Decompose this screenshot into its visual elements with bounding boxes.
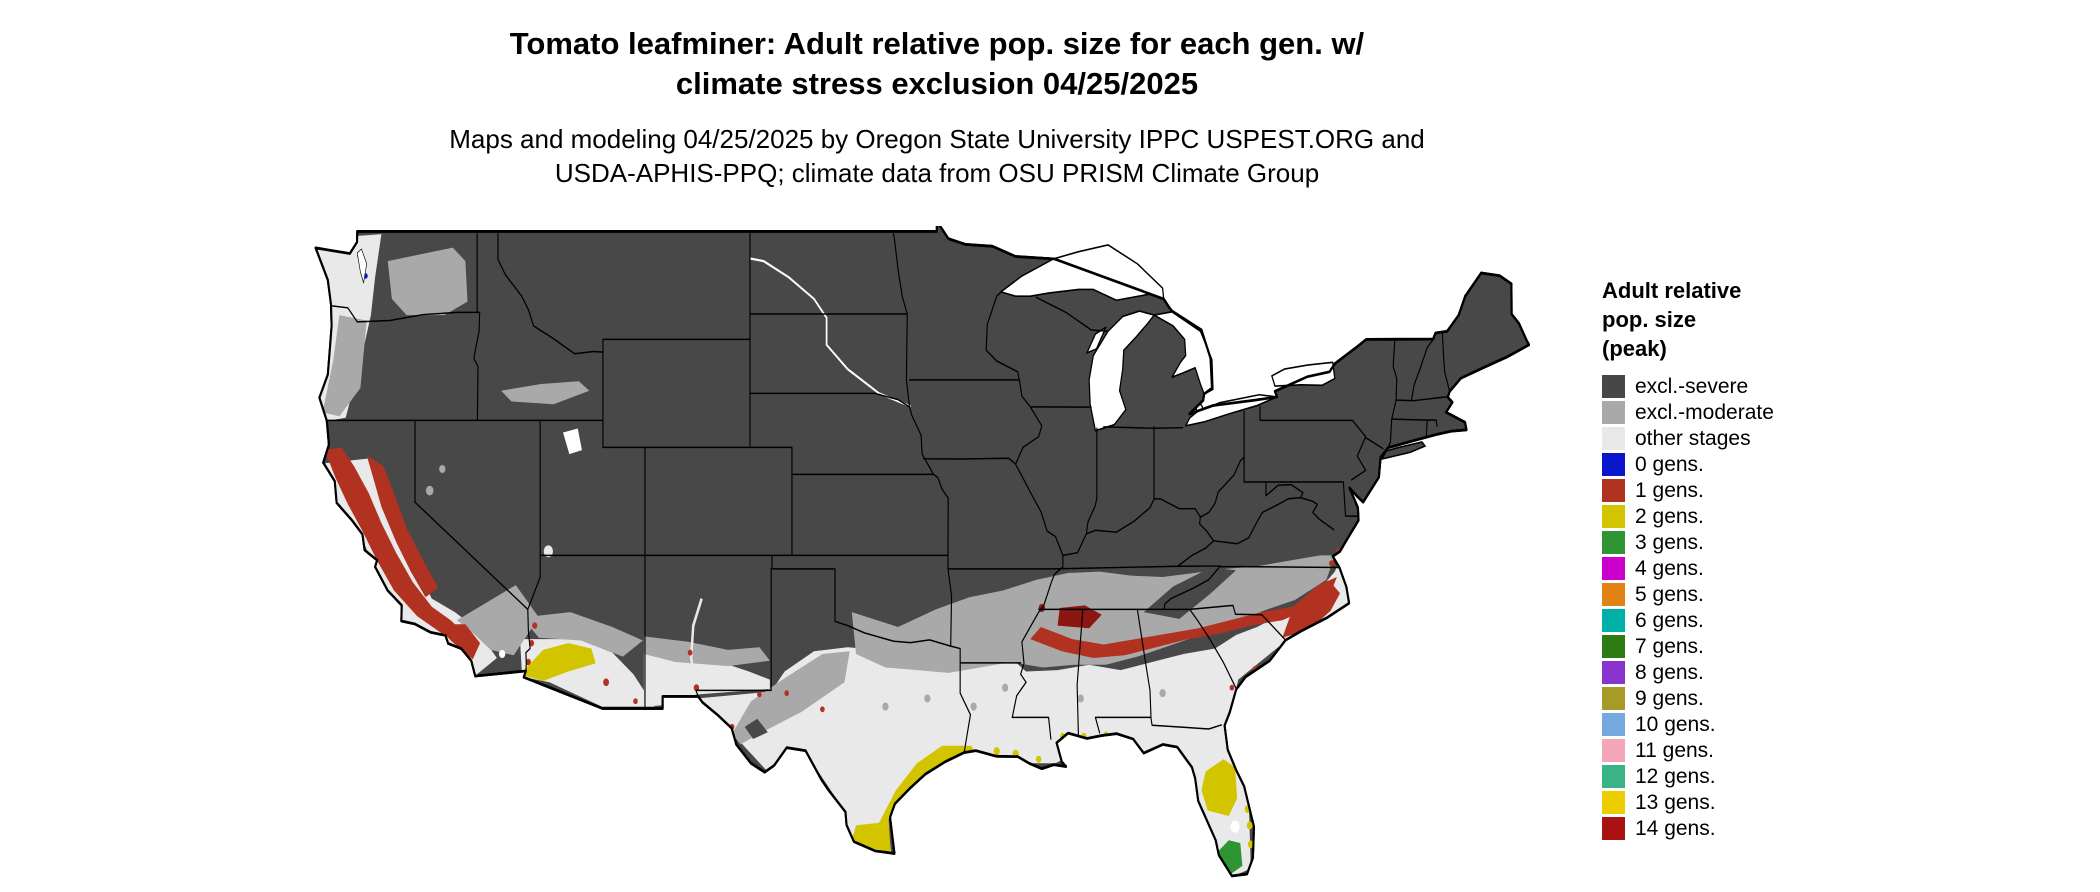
legend-swatch xyxy=(1602,764,1625,788)
legend-swatch xyxy=(1602,426,1625,450)
lake-ontario xyxy=(1271,361,1336,387)
legend-swatch xyxy=(1602,738,1625,762)
legend-item: 13 gens. xyxy=(1602,789,1862,815)
legend-item: other stages xyxy=(1602,425,1862,451)
legend-item: 12 gens. xyxy=(1602,763,1862,789)
legend-swatch xyxy=(1602,400,1625,424)
legend-label: 8 gens. xyxy=(1635,660,1704,684)
legend-swatch xyxy=(1602,582,1625,606)
subtitle-line: Maps and modeling 04/25/2025 by Oregon S… xyxy=(449,124,1425,154)
lake-michigan xyxy=(1088,310,1155,432)
legend-swatch xyxy=(1602,634,1625,658)
legend-label: 12 gens. xyxy=(1635,764,1716,788)
legend-swatch xyxy=(1602,686,1625,710)
legend-label: 5 gens. xyxy=(1635,582,1704,606)
legend: Adult relative pop. size (peak) excl.-se… xyxy=(1602,276,1862,841)
legend-swatch xyxy=(1602,374,1625,398)
title-line: Tomato leafminer: Adult relative pop. si… xyxy=(509,26,1365,61)
legend-label: 3 gens. xyxy=(1635,530,1704,554)
legend-item: 9 gens. xyxy=(1602,685,1862,711)
legend-item: 7 gens. xyxy=(1602,633,1862,659)
subtitle-line: USDA-APHIS-PPQ; climate data from OSU PR… xyxy=(554,158,1320,188)
us-map-svg xyxy=(314,219,1531,878)
legend-swatch xyxy=(1602,816,1625,840)
legend-item: excl.-moderate xyxy=(1602,399,1862,425)
us-map xyxy=(310,219,1531,886)
page-subtitle: Maps and modeling 04/25/2025 by Oregon S… xyxy=(0,122,1874,190)
state-borders xyxy=(326,230,1451,754)
legend-item: 4 gens. xyxy=(1602,555,1862,581)
title-line: climate stress exclusion 04/25/2025 xyxy=(675,66,1199,101)
legend-swatch xyxy=(1602,608,1625,632)
legend-title-line: pop. size xyxy=(1602,307,1697,332)
green-bay xyxy=(1086,326,1107,354)
legend-label: 1 gens. xyxy=(1635,478,1704,502)
legend-title-line: Adult relative xyxy=(1602,278,1742,303)
legend-swatch xyxy=(1602,556,1625,580)
legend-label: excl.-severe xyxy=(1635,374,1749,398)
legend-label: 9 gens. xyxy=(1635,686,1704,710)
lake-erie xyxy=(1185,393,1278,427)
legend-item: 0 gens. xyxy=(1602,451,1862,477)
legend-swatch xyxy=(1602,452,1625,476)
legend-item: 14 gens. xyxy=(1602,815,1862,841)
great-lakes xyxy=(1000,244,1336,432)
legend-swatch xyxy=(1602,478,1625,502)
legend-title: Adult relative pop. size (peak) xyxy=(1602,276,1862,363)
page-title: Tomato leafminer: Adult relative pop. si… xyxy=(0,24,1874,104)
legend-label: 13 gens. xyxy=(1635,790,1716,814)
legend-label: 4 gens. xyxy=(1635,556,1704,580)
legend-label: 0 gens. xyxy=(1635,452,1704,476)
legend-label: 10 gens. xyxy=(1635,712,1716,736)
us-outline xyxy=(314,219,1531,878)
legend-item: 11 gens. xyxy=(1602,737,1862,763)
legend-swatch xyxy=(1602,660,1625,684)
legend-label: other stages xyxy=(1635,426,1751,450)
legend-item: 1 gens. xyxy=(1602,477,1862,503)
legend-item: 3 gens. xyxy=(1602,529,1862,555)
legend-swatch xyxy=(1602,712,1625,736)
legend-swatch xyxy=(1602,530,1625,554)
legend-label: 7 gens. xyxy=(1635,634,1704,658)
legend-title-line: (peak) xyxy=(1602,336,1667,361)
legend-label: 11 gens. xyxy=(1635,738,1715,762)
legend-item: 5 gens. xyxy=(1602,581,1862,607)
legend-label: 14 gens. xyxy=(1635,816,1716,840)
legend-label: 2 gens. xyxy=(1635,504,1704,528)
legend-item: 2 gens. xyxy=(1602,503,1862,529)
legend-item: 8 gens. xyxy=(1602,659,1862,685)
legend-label: excl.-moderate xyxy=(1635,400,1774,424)
legend-swatch xyxy=(1602,504,1625,528)
legend-items: excl.-severe excl.-moderate other stages 0 … xyxy=(1602,373,1862,841)
legend-item: 10 gens. xyxy=(1602,711,1862,737)
legend-swatch xyxy=(1602,790,1625,814)
legend-label: 6 gens. xyxy=(1635,608,1704,632)
legend-item: excl.-severe xyxy=(1602,373,1862,399)
legend-item: 6 gens. xyxy=(1602,607,1862,633)
